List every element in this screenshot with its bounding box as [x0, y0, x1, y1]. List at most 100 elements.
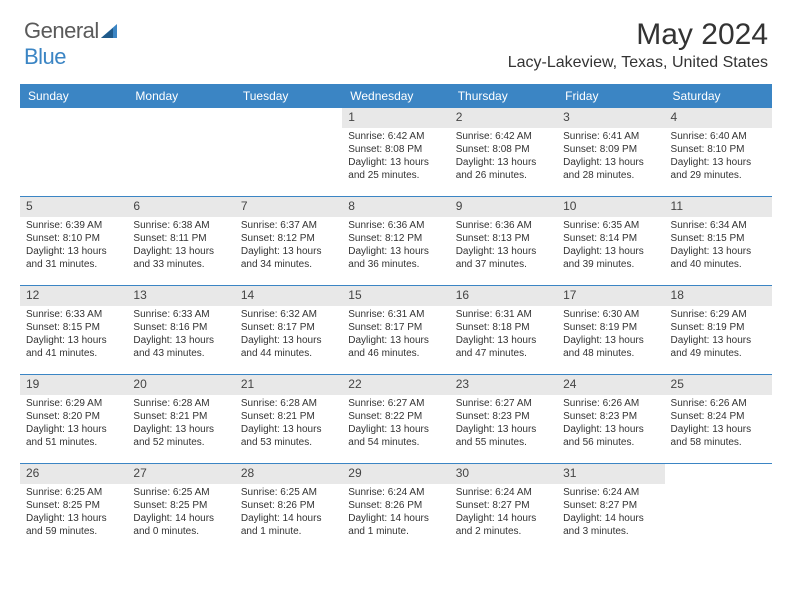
day-details: Sunrise: 6:27 AMSunset: 8:22 PMDaylight:…: [342, 395, 449, 455]
sunset-text: Sunset: 8:18 PM: [456, 321, 551, 334]
daylight-text: Daylight: 13 hours and 28 minutes.: [563, 156, 658, 182]
daylight-text: Daylight: 13 hours and 26 minutes.: [456, 156, 551, 182]
daylight-text: Daylight: 13 hours and 41 minutes.: [26, 334, 121, 360]
day-cell: 30Sunrise: 6:24 AMSunset: 8:27 PMDayligh…: [450, 464, 557, 552]
daylight-text: Daylight: 13 hours and 47 minutes.: [456, 334, 551, 360]
day-cell: 23Sunrise: 6:27 AMSunset: 8:23 PMDayligh…: [450, 375, 557, 463]
day-cell: 6Sunrise: 6:38 AMSunset: 8:11 PMDaylight…: [127, 197, 234, 285]
day-number: 23: [450, 375, 557, 395]
daylight-text: Daylight: 13 hours and 56 minutes.: [563, 423, 658, 449]
sunrise-text: Sunrise: 6:42 AM: [456, 130, 551, 143]
sunset-text: Sunset: 8:21 PM: [133, 410, 228, 423]
day-details: Sunrise: 6:31 AMSunset: 8:17 PMDaylight:…: [342, 306, 449, 366]
empty-day-cell: [665, 464, 772, 552]
day-details: Sunrise: 6:24 AMSunset: 8:27 PMDaylight:…: [557, 484, 664, 544]
sunset-text: Sunset: 8:14 PM: [563, 232, 658, 245]
sunset-text: Sunset: 8:17 PM: [348, 321, 443, 334]
daylight-text: Daylight: 14 hours and 3 minutes.: [563, 512, 658, 538]
sunrise-text: Sunrise: 6:41 AM: [563, 130, 658, 143]
location-label: Lacy-Lakeview, Texas, United States: [508, 54, 768, 72]
day-cell: 12Sunrise: 6:33 AMSunset: 8:15 PMDayligh…: [20, 286, 127, 374]
day-number: 20: [127, 375, 234, 395]
day-details: Sunrise: 6:39 AMSunset: 8:10 PMDaylight:…: [20, 217, 127, 277]
day-number: 5: [20, 197, 127, 217]
sunset-text: Sunset: 8:09 PM: [563, 143, 658, 156]
day-details: Sunrise: 6:27 AMSunset: 8:23 PMDaylight:…: [450, 395, 557, 455]
day-cell: 24Sunrise: 6:26 AMSunset: 8:23 PMDayligh…: [557, 375, 664, 463]
day-cell: 15Sunrise: 6:31 AMSunset: 8:17 PMDayligh…: [342, 286, 449, 374]
day-details: Sunrise: 6:36 AMSunset: 8:13 PMDaylight:…: [450, 217, 557, 277]
weekday-header: Thursday: [450, 84, 557, 108]
daylight-text: Daylight: 13 hours and 31 minutes.: [26, 245, 121, 271]
sunrise-text: Sunrise: 6:40 AM: [671, 130, 766, 143]
day-cell: 5Sunrise: 6:39 AMSunset: 8:10 PMDaylight…: [20, 197, 127, 285]
day-number: 4: [665, 108, 772, 128]
day-cell: 28Sunrise: 6:25 AMSunset: 8:26 PMDayligh…: [235, 464, 342, 552]
sunrise-text: Sunrise: 6:42 AM: [348, 130, 443, 143]
day-cell: 20Sunrise: 6:28 AMSunset: 8:21 PMDayligh…: [127, 375, 234, 463]
sunrise-text: Sunrise: 6:24 AM: [563, 486, 658, 499]
daylight-text: Daylight: 13 hours and 58 minutes.: [671, 423, 766, 449]
week-row: 12Sunrise: 6:33 AMSunset: 8:15 PMDayligh…: [20, 285, 772, 374]
week-row: 5Sunrise: 6:39 AMSunset: 8:10 PMDaylight…: [20, 196, 772, 285]
day-cell: 25 Sunrise: 6:26 AMSunset: 8:24 PMDayligh…: [665, 375, 772, 463]
daylight-text: Daylight: 13 hours and 43 minutes.: [133, 334, 228, 360]
sunset-text: Sunset: 8:10 PM: [26, 232, 121, 245]
weekday-header: Tuesday: [235, 84, 342, 108]
day-number: 25: [665, 375, 772, 395]
day-number: 2: [450, 108, 557, 128]
day-cell: 2Sunrise: 6:42 AMSunset: 8:08 PMDaylight…: [450, 108, 557, 196]
daylight-text: Daylight: 13 hours and 51 minutes.: [26, 423, 121, 449]
daylight-text: Daylight: 14 hours and 1 minute.: [241, 512, 336, 538]
empty-day-cell: [127, 108, 234, 196]
sunrise-text: Sunrise: 6:29 AM: [671, 308, 766, 321]
sunset-text: Sunset: 8:16 PM: [133, 321, 228, 334]
daylight-text: Daylight: 13 hours and 29 minutes.: [671, 156, 766, 182]
sunset-text: Sunset: 8:23 PM: [563, 410, 658, 423]
daylight-text: Daylight: 14 hours and 1 minute.: [348, 512, 443, 538]
day-number: 28: [235, 464, 342, 484]
day-number: 21: [235, 375, 342, 395]
sunrise-text: Sunrise: 6:30 AM: [563, 308, 658, 321]
weekday-header: Friday: [557, 84, 664, 108]
sunset-text: Sunset: 8:24 PM: [671, 410, 766, 423]
day-cell: 10Sunrise: 6:35 AMSunset: 8:14 PMDayligh…: [557, 197, 664, 285]
day-cell: 13Sunrise: 6:33 AMSunset: 8:16 PMDayligh…: [127, 286, 234, 374]
sunset-text: Sunset: 8:11 PM: [133, 232, 228, 245]
day-details: Sunrise: 6:37 AMSunset: 8:12 PMDaylight:…: [235, 217, 342, 277]
day-cell: 16Sunrise: 6:31 AMSunset: 8:18 PMDayligh…: [450, 286, 557, 374]
sunrise-text: Sunrise: 6:29 AM: [26, 397, 121, 410]
sunrise-text: Sunrise: 6:26 AM: [671, 397, 766, 410]
week-row: 26Sunrise: 6:25 AMSunset: 8:25 PMDayligh…: [20, 463, 772, 552]
daylight-text: Daylight: 13 hours and 44 minutes.: [241, 334, 336, 360]
sunrise-text: Sunrise: 6:25 AM: [241, 486, 336, 499]
day-cell: 17Sunrise: 6:30 AMSunset: 8:19 PMDayligh…: [557, 286, 664, 374]
calendar: SundayMondayTuesdayWednesdayThursdayFrid…: [20, 84, 772, 552]
logo-sail-icon: [101, 22, 121, 43]
day-details: Sunrise: 6:25 AMSunset: 8:26 PMDaylight:…: [235, 484, 342, 544]
sunrise-text: Sunrise: 6:25 AM: [133, 486, 228, 499]
day-details: Sunrise: 6:42 AMSunset: 8:08 PMDaylight:…: [342, 128, 449, 188]
day-details: Sunrise: 6:40 AMSunset: 8:10 PMDaylight:…: [665, 128, 772, 188]
day-details: Sunrise: 6:25 AMSunset: 8:25 PMDaylight:…: [127, 484, 234, 544]
sunrise-text: Sunrise: 6:36 AM: [456, 219, 551, 232]
sunset-text: Sunset: 8:26 PM: [348, 499, 443, 512]
daylight-text: Daylight: 13 hours and 46 minutes.: [348, 334, 443, 360]
day-number: 22: [342, 375, 449, 395]
day-number: 26: [20, 464, 127, 484]
sunset-text: Sunset: 8:15 PM: [671, 232, 766, 245]
sunrise-text: Sunrise: 6:32 AM: [241, 308, 336, 321]
sunset-text: Sunset: 8:08 PM: [348, 143, 443, 156]
sunset-text: Sunset: 8:25 PM: [133, 499, 228, 512]
sunrise-text: Sunrise: 6:28 AM: [241, 397, 336, 410]
day-cell: 3Sunrise: 6:41 AMSunset: 8:09 PMDaylight…: [557, 108, 664, 196]
daylight-text: Daylight: 13 hours and 39 minutes.: [563, 245, 658, 271]
day-number: 16: [450, 286, 557, 306]
sunset-text: Sunset: 8:25 PM: [26, 499, 121, 512]
day-details: Sunrise: 6:24 AMSunset: 8:27 PMDaylight:…: [450, 484, 557, 544]
daylight-text: Daylight: 13 hours and 55 minutes.: [456, 423, 551, 449]
daylight-text: Daylight: 13 hours and 53 minutes.: [241, 423, 336, 449]
daylight-text: Daylight: 13 hours and 36 minutes.: [348, 245, 443, 271]
logo-text-blue: Blue: [24, 44, 66, 69]
day-cell: 26Sunrise: 6:25 AMSunset: 8:25 PMDayligh…: [20, 464, 127, 552]
